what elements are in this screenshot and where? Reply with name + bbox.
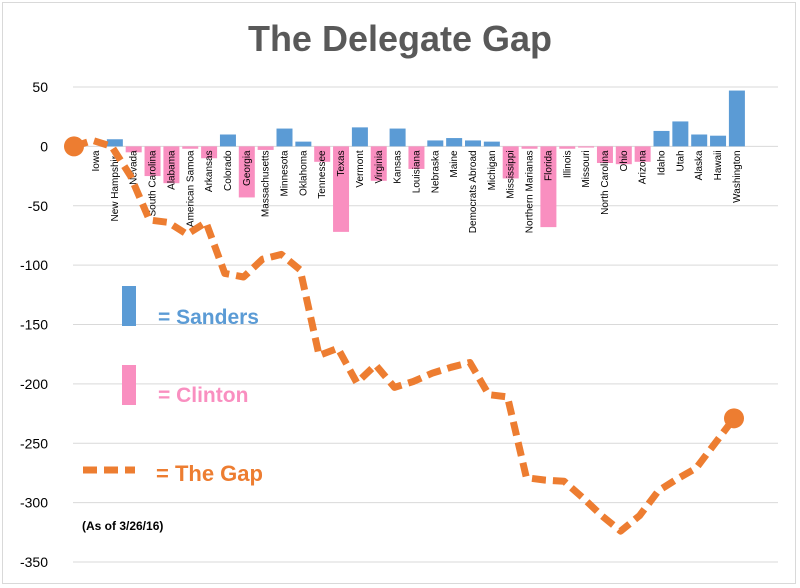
category-label: Virginia bbox=[374, 150, 385, 184]
bar-clinton bbox=[201, 146, 218, 159]
bar-clinton bbox=[238, 146, 255, 198]
bar-clinton bbox=[615, 146, 632, 165]
category-label: Minnesota bbox=[280, 150, 291, 197]
bar-clinton bbox=[257, 146, 274, 150]
legend-clinton-label: = Clinton bbox=[158, 384, 249, 407]
bar-clinton bbox=[521, 146, 538, 149]
bar-sanders bbox=[691, 134, 708, 147]
category-label: Georgia bbox=[242, 150, 253, 186]
category-label: Massachusetts bbox=[261, 150, 272, 217]
legend-gap-label: = The Gap bbox=[156, 461, 263, 486]
category-label: Arkansas bbox=[204, 150, 215, 192]
chart-title: The Delegate Gap bbox=[247, 18, 553, 59]
category-label: Kansas bbox=[393, 150, 404, 183]
category-label: Mississippi bbox=[506, 150, 517, 198]
gap-line-path bbox=[72, 136, 737, 535]
bar-sanders bbox=[446, 138, 463, 147]
y-tick-label: -250 bbox=[20, 435, 48, 451]
category-label: Iowa bbox=[91, 150, 102, 172]
category-label: North Carolina bbox=[600, 150, 611, 215]
bar-sanders bbox=[276, 128, 293, 147]
bar-clinton bbox=[596, 146, 613, 163]
bar-clinton bbox=[408, 146, 425, 169]
bar-clinton bbox=[163, 146, 180, 184]
y-tick-label: 50 bbox=[32, 79, 48, 95]
bar-sanders bbox=[389, 128, 406, 147]
category-label: Northern Marianas bbox=[525, 150, 536, 233]
legend-clinton-swatch bbox=[122, 365, 136, 405]
gap-end-marker bbox=[724, 408, 744, 429]
bars bbox=[106, 90, 745, 232]
bar-clinton bbox=[502, 146, 519, 179]
bar-sanders bbox=[672, 121, 689, 147]
bar-sanders bbox=[728, 90, 745, 147]
legend-swatches bbox=[83, 286, 136, 474]
bar-clinton bbox=[578, 146, 595, 148]
legend-sanders-label: = Sanders bbox=[158, 306, 259, 329]
category-label: Vermont bbox=[355, 150, 366, 187]
bar-sanders bbox=[483, 141, 500, 147]
bar-clinton bbox=[559, 146, 576, 149]
bar-sanders bbox=[106, 139, 123, 147]
as-of-note: (As of 3/26/16) bbox=[82, 519, 164, 533]
category-label: Nevada bbox=[129, 150, 140, 185]
category-label: Alaska bbox=[694, 150, 705, 180]
bar-sanders bbox=[351, 127, 368, 147]
category-label: Utah bbox=[675, 150, 686, 171]
y-tick-label: -350 bbox=[20, 554, 48, 570]
category-label: Ohio bbox=[619, 150, 630, 172]
gap-line bbox=[64, 136, 744, 535]
y-tick-label: -200 bbox=[20, 376, 48, 392]
bar-sanders bbox=[295, 141, 312, 147]
y-axis-ticks: 50 0 -50 -100 -150 -200 -250 -300 -350 bbox=[20, 79, 48, 570]
bar-clinton bbox=[182, 146, 199, 149]
bar-sanders bbox=[465, 140, 481, 147]
category-label: Missouri bbox=[581, 150, 592, 187]
category-label: Maine bbox=[449, 150, 460, 178]
category-label: Texas bbox=[336, 150, 347, 176]
category-label: New Hampshire bbox=[110, 150, 121, 222]
y-tick-label: -150 bbox=[20, 317, 48, 333]
category-label: Washington bbox=[732, 150, 743, 202]
category-label: Alabama bbox=[166, 150, 177, 190]
bar-clinton bbox=[125, 146, 142, 153]
bar-clinton bbox=[333, 146, 350, 232]
bar-sanders bbox=[653, 130, 670, 147]
bar-clinton bbox=[314, 146, 331, 162]
category-label: Idaho bbox=[657, 150, 668, 175]
category-label: Louisiana bbox=[411, 150, 422, 193]
category-label: Tennessee bbox=[317, 150, 328, 199]
bar-clinton bbox=[144, 146, 161, 177]
category-label: Arizona bbox=[638, 150, 649, 184]
category-label: Oklahoma bbox=[298, 150, 309, 196]
y-tick-label: -50 bbox=[28, 198, 48, 214]
category-label: Democrats Abroad bbox=[468, 150, 479, 233]
y-tick-label: -100 bbox=[20, 257, 48, 273]
gap-start-marker bbox=[64, 136, 84, 157]
legend-sanders-swatch bbox=[122, 286, 136, 326]
y-tick-label: 0 bbox=[40, 138, 48, 154]
category-label: Nebraska bbox=[430, 150, 441, 193]
bar-sanders bbox=[219, 134, 236, 147]
category-label: Michigan bbox=[487, 150, 498, 190]
category-label: Colorado bbox=[223, 150, 234, 191]
category-label: Florida bbox=[543, 150, 554, 181]
category-labels: Iowa New Hampshire Nevada South Carolina Ala… bbox=[91, 150, 743, 233]
category-label: South Carolina bbox=[148, 150, 159, 217]
bar-clinton bbox=[634, 146, 651, 162]
category-label: American Samoa bbox=[185, 150, 196, 227]
category-label: Hawaii bbox=[713, 150, 724, 180]
bar-sanders bbox=[427, 140, 444, 147]
category-label: Illinois bbox=[562, 150, 573, 178]
bar-clinton bbox=[370, 146, 387, 181]
y-tick-label: -300 bbox=[20, 495, 48, 511]
bar-clinton bbox=[540, 146, 557, 228]
bar-sanders bbox=[710, 135, 727, 147]
